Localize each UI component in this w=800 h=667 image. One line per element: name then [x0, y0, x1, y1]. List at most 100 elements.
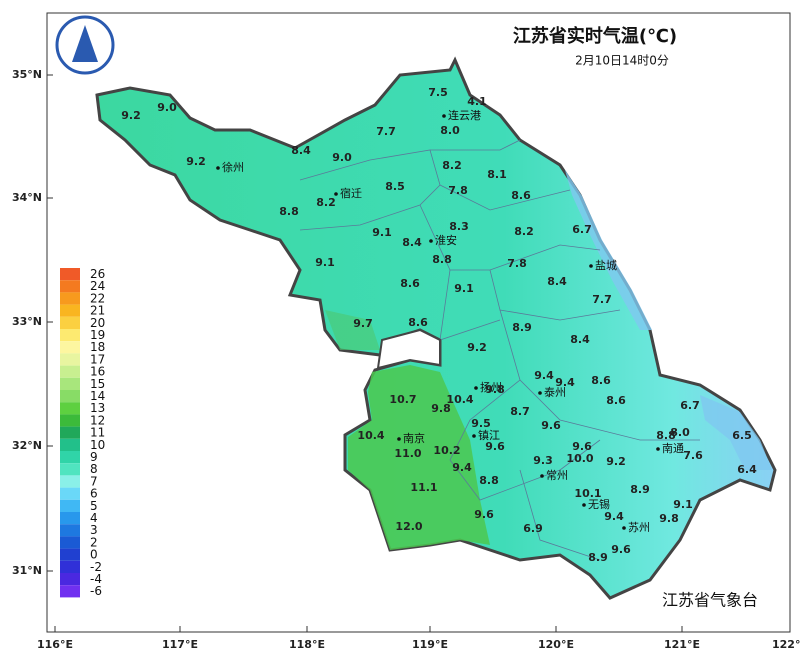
- temperature-reading: 10.1: [574, 487, 601, 500]
- temperature-reading: 8.4: [291, 144, 311, 157]
- temperature-reading: 8.2: [442, 159, 462, 172]
- lon-label: 120°E: [538, 638, 574, 651]
- lat-label: 33°N: [12, 315, 42, 328]
- legend-swatch: [60, 390, 80, 403]
- temperature-reading: 9.6: [611, 543, 631, 556]
- temperature-reading: 9.2: [467, 341, 487, 354]
- lon-label: 117°E: [162, 638, 198, 651]
- legend-swatch: [60, 414, 80, 427]
- temperature-reading: 9.4: [452, 461, 472, 474]
- temperature-reading: 9.6: [541, 419, 561, 432]
- legend-label: 14: [90, 389, 105, 403]
- temperature-reading: 9.8: [431, 402, 451, 415]
- temperature-reading: 7.8: [507, 257, 527, 270]
- legend-label: 26: [90, 267, 105, 281]
- temperature-reading: 8.4: [547, 275, 567, 288]
- city-dot: [442, 114, 446, 118]
- temperature-reading: 9.6: [474, 508, 494, 521]
- legend-swatch: [60, 402, 80, 415]
- temperature-reading: 8.8: [479, 474, 499, 487]
- temperature-reading: 9.6: [572, 440, 592, 453]
- legend-swatch: [60, 487, 80, 500]
- city-dot: [540, 474, 544, 478]
- temperature-reading: 11.1: [410, 481, 437, 494]
- legend-label: 6: [90, 487, 98, 501]
- legend-label: 11: [90, 426, 105, 440]
- city-name: 泰州: [544, 385, 566, 399]
- temperature-reading: 8.0: [440, 124, 460, 137]
- temperature-reading: 7.6: [683, 449, 703, 462]
- legend-swatch: [60, 573, 80, 586]
- temperature-reading: 10.0: [566, 452, 593, 465]
- city-name: 连云港: [448, 109, 481, 122]
- legend-label: 7: [90, 474, 98, 488]
- temperature-reading: 9.4: [534, 369, 554, 382]
- legend-label: 8: [90, 462, 98, 476]
- temperature-reading: 8.8: [656, 429, 676, 442]
- city-dot: [334, 192, 338, 196]
- legend-swatch: [60, 329, 80, 342]
- northwest-green-zone: [325, 310, 380, 350]
- legend-swatch: [60, 512, 80, 525]
- city-name: 盐城: [595, 259, 617, 272]
- city-name: 宿迁: [340, 186, 362, 200]
- legend-swatch: [60, 316, 80, 329]
- temperature-reading: 9.0: [332, 151, 352, 164]
- legend-swatch: [60, 451, 80, 464]
- temperature-reading: 9.1: [673, 498, 693, 511]
- legend-swatch: [60, 304, 80, 317]
- temperature-reading: 8.7: [510, 405, 530, 418]
- lon-label: 116°E: [37, 638, 73, 651]
- temperature-reading: 6.7: [680, 399, 700, 412]
- temperature-reading: 8.4: [402, 236, 422, 249]
- city-dot: [538, 391, 542, 395]
- city-dot: [474, 386, 478, 390]
- temperature-reading: 7.7: [376, 125, 396, 138]
- legend-swatch: [60, 341, 80, 354]
- temperature-reading: 6.7: [572, 223, 592, 236]
- temperature-reading: 8.9: [512, 321, 532, 334]
- temperature-reading: 8.8: [279, 205, 299, 218]
- city-name: 南京: [403, 431, 425, 445]
- city-name: 淮安: [435, 233, 457, 247]
- city-name: 常州: [546, 469, 568, 482]
- city-dot: [429, 239, 433, 243]
- temperature-reading: 8.2: [316, 196, 336, 209]
- legend-label: 13: [90, 401, 105, 415]
- city-dot: [472, 434, 476, 438]
- temperature-reading: 9.5: [471, 417, 491, 430]
- temperature-reading: 8.8: [432, 253, 452, 266]
- city-name: 苏州: [628, 521, 650, 534]
- legend-swatch: [60, 524, 80, 537]
- legend-label: 18: [90, 340, 105, 354]
- logo: [55, 15, 115, 75]
- lon-label: 119°E: [412, 638, 448, 651]
- legend-label: 24: [90, 279, 105, 293]
- legend-label: 15: [90, 377, 105, 391]
- city-name: 徐州: [222, 160, 244, 174]
- legend-swatch: [60, 353, 80, 366]
- temperature-reading: 6.5: [732, 429, 752, 442]
- temperature-reading: 4.1: [467, 95, 487, 108]
- temperature-reading: 8.0: [670, 426, 690, 439]
- city-name: 扬州: [480, 380, 502, 394]
- legend-label: 12: [90, 413, 105, 427]
- legend-label: 5: [90, 499, 98, 513]
- temperature-reading: 7.7: [592, 293, 612, 306]
- legend-swatch: [60, 280, 80, 293]
- temperature-reading: 9.0: [157, 101, 177, 114]
- lon-label: 121°E: [664, 638, 700, 651]
- boundaries: [299, 139, 700, 561]
- temperature-reading: 9.2: [121, 109, 141, 122]
- legend-swatch: [60, 268, 80, 281]
- city-dot: [622, 526, 626, 530]
- title: 江苏省实时气温(℃): [513, 25, 677, 47]
- coastal-cool-zone: [565, 170, 772, 470]
- southwest-warm-zone: [348, 365, 490, 550]
- legend-label: 19: [90, 328, 105, 342]
- lon-label: 118°E: [289, 638, 325, 651]
- city-dot: [582, 503, 586, 507]
- legend-label: -6: [90, 584, 102, 598]
- temperature-reading: 8.6: [606, 394, 626, 407]
